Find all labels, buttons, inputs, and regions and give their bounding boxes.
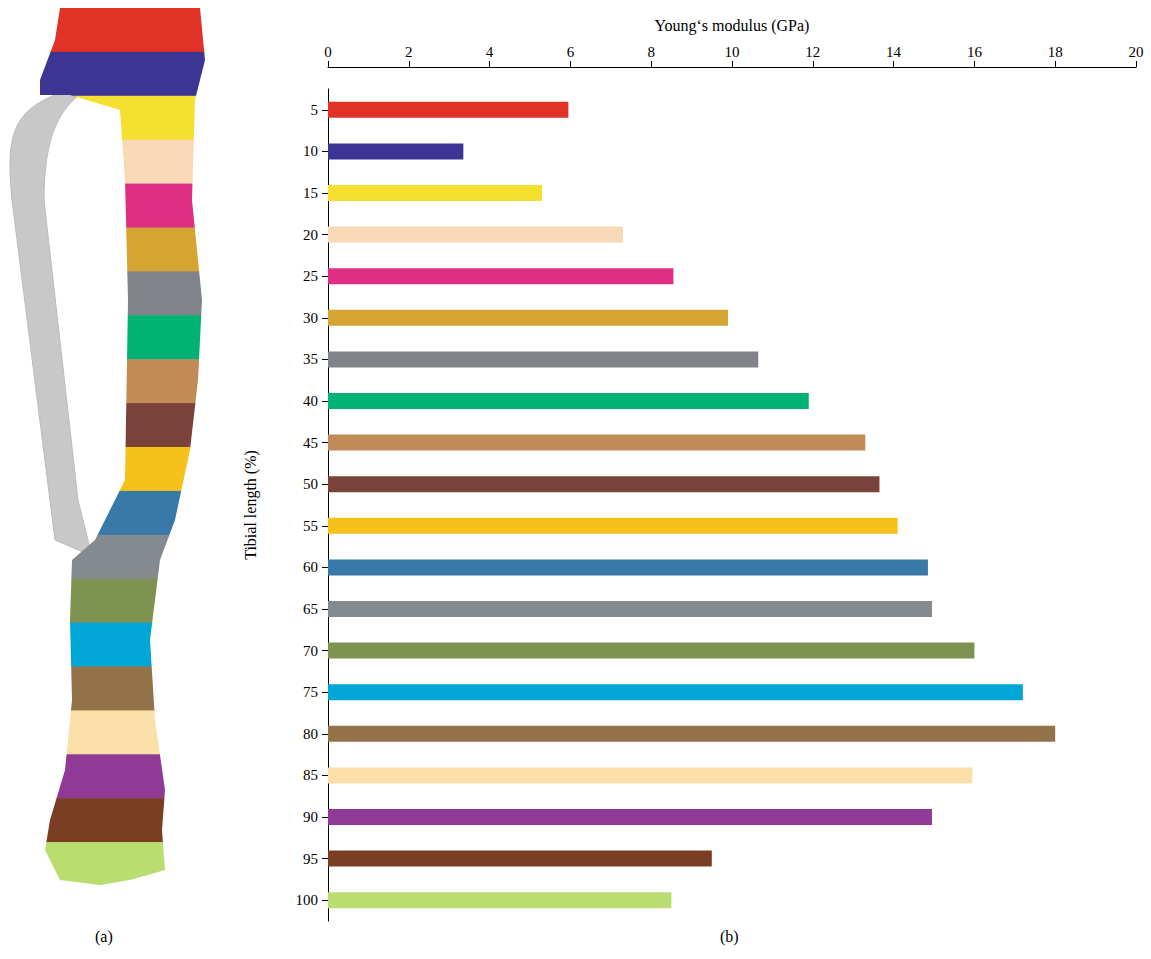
svg-text:45: 45 [303, 435, 318, 451]
svg-text:14: 14 [886, 44, 902, 60]
svg-text:100: 100 [296, 892, 319, 908]
svg-text:18: 18 [1048, 44, 1063, 60]
svg-text:90: 90 [303, 809, 318, 825]
svg-text:6: 6 [567, 44, 575, 60]
svg-text:65: 65 [303, 601, 318, 617]
svg-text:70: 70 [303, 643, 318, 659]
html-text:(a): (a) [95, 928, 113, 945]
svg-text:80: 80 [303, 726, 318, 742]
svg-text:50: 50 [303, 476, 318, 492]
svg-text:10: 10 [725, 44, 740, 60]
svg-text:30: 30 [303, 310, 318, 326]
svg-text:40: 40 [303, 393, 318, 409]
svg-text:Tibial length (%): Tibial length (%) [242, 450, 260, 560]
svg-text:15: 15 [303, 185, 318, 201]
svg-text:Young‘s modulus (GPa): Young‘s modulus (GPa) [655, 17, 810, 35]
svg-text:16: 16 [967, 44, 983, 60]
svg-text:8: 8 [647, 44, 655, 60]
svg-text:75: 75 [303, 684, 318, 700]
html-text:(b): (b) [720, 928, 739, 945]
svg-text:0: 0 [324, 44, 332, 60]
svg-text:20: 20 [303, 227, 318, 243]
svg-text:25: 25 [303, 268, 318, 284]
svg-text:4: 4 [486, 44, 494, 60]
svg-text:10: 10 [303, 143, 318, 159]
svg-text:35: 35 [303, 351, 318, 367]
svg-text:85: 85 [303, 767, 318, 783]
svg-text:5: 5 [311, 102, 319, 118]
svg-text:55: 55 [303, 518, 318, 534]
svg-text:60: 60 [303, 559, 318, 575]
svg-text:95: 95 [303, 851, 318, 867]
svg-text:2: 2 [405, 44, 413, 60]
svg-text:12: 12 [805, 44, 820, 60]
svg-text:20: 20 [1129, 44, 1144, 60]
